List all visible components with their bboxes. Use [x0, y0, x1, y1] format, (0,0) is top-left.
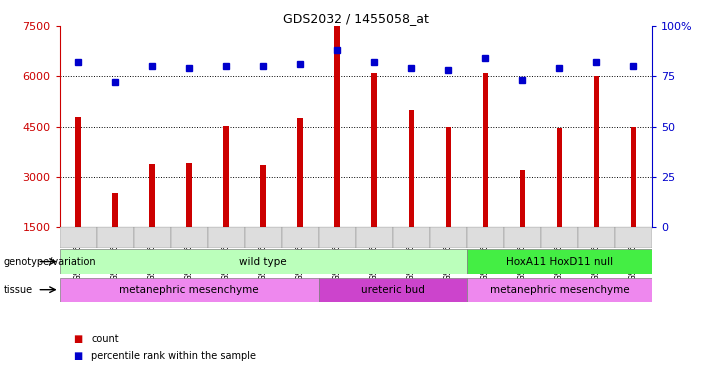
Bar	[372, 73, 377, 227]
Bar	[149, 164, 155, 227]
Bar	[393, 227, 430, 248]
Bar	[615, 227, 652, 248]
Text: ■: ■	[74, 351, 83, 361]
Bar	[245, 227, 282, 248]
Text: wild type: wild type	[239, 256, 287, 267]
Text: ureteric bud: ureteric bud	[361, 285, 425, 295]
Bar	[170, 227, 207, 248]
Bar	[319, 227, 355, 248]
Bar	[467, 278, 652, 302]
Bar	[207, 227, 245, 248]
Bar	[409, 110, 414, 227]
Bar	[578, 227, 615, 248]
Bar	[541, 227, 578, 248]
Bar	[60, 227, 97, 248]
Bar	[557, 128, 562, 227]
Bar	[224, 126, 229, 227]
Text: HoxA11 HoxD11 null: HoxA11 HoxD11 null	[506, 256, 613, 267]
Bar	[60, 249, 467, 274]
Text: count: count	[91, 334, 118, 344]
Bar	[186, 164, 192, 227]
Bar	[75, 117, 81, 227]
Bar	[97, 227, 134, 248]
Bar	[334, 26, 340, 227]
Text: ■: ■	[74, 334, 83, 344]
Bar	[112, 194, 118, 227]
Bar	[594, 76, 599, 227]
Bar	[467, 249, 652, 274]
Text: percentile rank within the sample: percentile rank within the sample	[91, 351, 256, 361]
Bar	[631, 127, 637, 227]
Title: GDS2032 / 1455058_at: GDS2032 / 1455058_at	[283, 12, 429, 25]
Bar	[60, 278, 319, 302]
Bar	[430, 227, 467, 248]
Text: metanephric mesenchyme: metanephric mesenchyme	[489, 285, 629, 295]
Bar	[355, 227, 393, 248]
Bar	[319, 278, 467, 302]
Bar	[297, 118, 303, 227]
Bar	[504, 227, 541, 248]
Bar	[467, 227, 504, 248]
Text: tissue: tissue	[4, 285, 33, 295]
Bar	[482, 73, 488, 227]
Text: metanephric mesenchyme: metanephric mesenchyme	[119, 285, 259, 295]
Bar	[134, 227, 170, 248]
Bar	[282, 227, 319, 248]
Bar	[261, 165, 266, 227]
Bar	[519, 170, 525, 227]
Bar	[446, 127, 451, 227]
Text: genotype/variation: genotype/variation	[4, 256, 96, 267]
